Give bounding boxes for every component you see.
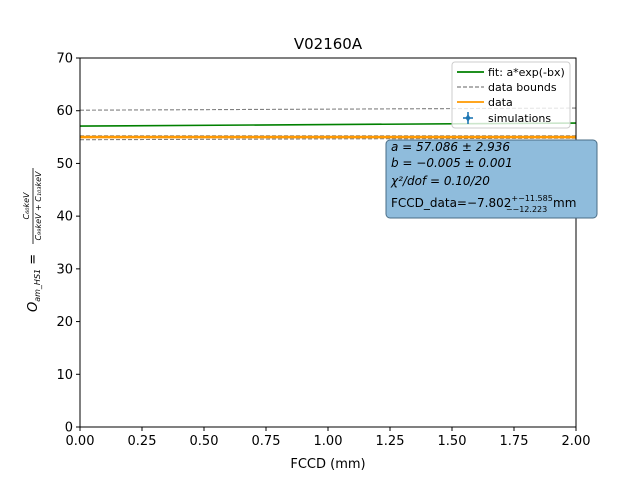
x-tick-label: 1.00 xyxy=(314,434,343,449)
y-axis-label-denominator: C₉₉keV + C₁₀₃keV xyxy=(34,171,43,241)
y-tick-label: 0 xyxy=(65,421,73,436)
fit-result-a: a = 57.086 ± 2.936 xyxy=(391,140,510,154)
x-tick-label: 2.00 xyxy=(562,434,591,449)
legend: fit: a*exp(-bx) data bounds data simulat… xyxy=(451,61,571,129)
legend-data-label: data xyxy=(488,96,513,109)
x-axis-label: FCCD (mm) xyxy=(290,457,365,472)
x-tick-label: 0.75 xyxy=(252,434,281,449)
y-axis-label-lhs: Oam_HS1 = xyxy=(26,254,42,312)
fit-result-chi2: χ²/dof = 0.10/20 xyxy=(390,174,490,188)
y-tick-label: 70 xyxy=(56,52,73,67)
fit-result-box: a = 57.086 ± 2.936 b = −0.005 ± 0.001 χ²… xyxy=(385,139,598,219)
fit-result-fccd: FCCD_data=−7.802+−11.585 −−12.223 mm xyxy=(391,194,576,214)
x-axis: 0.00 0.25 0.50 0.75 1.00 1.25 1.50 1.75 2.00 xyxy=(66,427,591,449)
fit-result-b: b = −0.005 ± 0.001 xyxy=(391,156,513,170)
x-tick-label: 1.75 xyxy=(500,434,529,449)
y-axis-label-numerator: C₆₀keV xyxy=(22,192,31,220)
y-axis: 0 10 20 30 40 50 60 70 xyxy=(56,52,80,436)
fit-result-box-frame xyxy=(385,139,598,219)
series-line-3 xyxy=(79,137,577,141)
y-tick-label: 20 xyxy=(56,315,73,330)
y-tick-label: 60 xyxy=(56,104,73,119)
y-tick-label: 30 xyxy=(56,262,73,277)
legend-frame xyxy=(451,61,571,129)
series-line-1 xyxy=(79,107,577,111)
y-tick-label: 10 xyxy=(56,368,73,383)
y-axis-label: Oam_HS1 = C₆₀keV C₉₉keV + C₁₀₃keV xyxy=(22,168,43,312)
x-tick-label: 0.25 xyxy=(128,434,157,449)
legend-simulations-swatch xyxy=(463,112,473,124)
x-tick-label: 1.50 xyxy=(438,434,467,449)
legend-simulations-label: simulations xyxy=(488,112,551,125)
legend-fit-label: fit: a*exp(-bx) xyxy=(488,66,565,79)
x-tick-label: 0.50 xyxy=(190,434,219,449)
chart-title: V02160A xyxy=(294,35,363,53)
x-tick-label: 1.25 xyxy=(376,434,405,449)
legend-bounds-label: data bounds xyxy=(488,81,557,94)
y-tick-label: 50 xyxy=(56,157,73,172)
x-tick-label: 0.00 xyxy=(66,434,95,449)
y-tick-label: 40 xyxy=(56,210,73,225)
